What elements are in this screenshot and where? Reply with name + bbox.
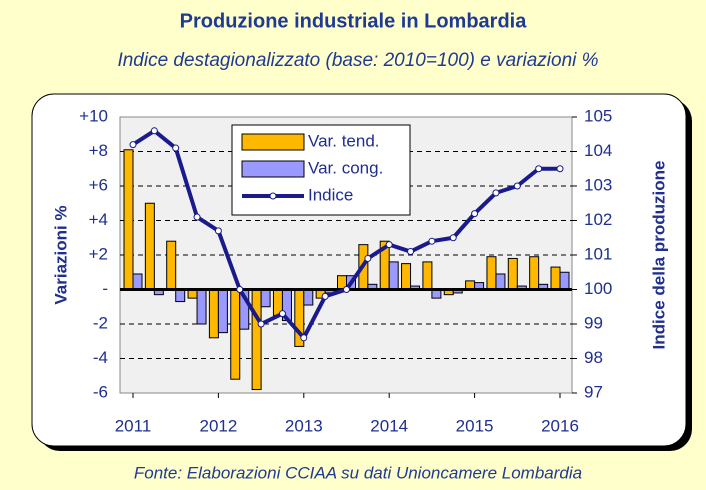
y-tick-label: -6 [93, 382, 108, 401]
legend-swatch [241, 133, 305, 151]
bar [507, 257, 518, 291]
index-marker [449, 234, 457, 242]
y2-tick-label: 103 [584, 175, 612, 194]
index-marker [471, 210, 479, 218]
source: Fonte: Elaborazioni CCIAA su dati Unionc… [134, 463, 582, 482]
y2-tick-label: 104 [584, 141, 612, 160]
y-axis-label: Variazioni % [51, 205, 70, 304]
index-marker [364, 254, 372, 262]
x-tick-label: 2012 [199, 416, 237, 435]
bar [132, 273, 143, 291]
index-marker [193, 213, 201, 221]
index-marker [385, 241, 393, 249]
bar [529, 256, 540, 291]
y-tick-label: +10 [79, 106, 108, 125]
y2-axis-label: Indice della produzione [649, 161, 668, 350]
x-tick-label: 2013 [285, 416, 323, 435]
index-marker [321, 292, 329, 300]
y-tick-label: - [102, 279, 108, 298]
bar [303, 289, 314, 306]
index-marker [257, 320, 265, 328]
legend-label: Var. cong. [308, 158, 383, 177]
index-marker [407, 248, 415, 256]
chart-title: Produzione industriale in Lombardia [180, 10, 528, 32]
y-tick-label: +4 [89, 210, 108, 229]
bar [208, 289, 219, 339]
index-marker [513, 182, 521, 190]
index-marker [278, 310, 286, 318]
index-marker [428, 237, 436, 245]
y-tick-label: -2 [93, 313, 108, 332]
bar [550, 266, 561, 291]
y-tick-label: -4 [93, 348, 108, 367]
y-tick-label: +2 [89, 244, 108, 263]
x-tick-label: 2011 [115, 416, 152, 435]
y-tick-label: +6 [89, 175, 108, 194]
legend-swatch [241, 160, 305, 178]
index-marker [556, 165, 564, 173]
legend-label: Indice [308, 185, 353, 204]
x-tick-label: 2015 [456, 416, 494, 435]
y2-tick-label: 100 [584, 279, 612, 298]
y2-tick-label: 99 [584, 313, 603, 332]
index-marker [129, 141, 137, 149]
index-marker [300, 334, 308, 342]
bar [230, 289, 241, 380]
y-tick-label: +8 [89, 141, 108, 160]
index-marker [236, 286, 244, 293]
bar [166, 240, 177, 290]
y2-tick-label: 101 [584, 244, 612, 263]
bar [123, 149, 134, 290]
bar [251, 289, 262, 391]
y2-tick-label: 97 [584, 382, 603, 401]
bar [196, 289, 207, 325]
bar [175, 289, 186, 303]
index-marker [535, 165, 543, 173]
index-marker [150, 127, 158, 135]
bar [486, 256, 497, 291]
index-marker [172, 144, 180, 152]
bar [260, 289, 271, 308]
bar [422, 261, 433, 290]
bar [495, 273, 506, 291]
index-marker [214, 227, 222, 235]
bar [388, 261, 399, 290]
bar [401, 263, 412, 290]
y2-tick-label: 98 [584, 348, 603, 367]
legend-marker [269, 192, 277, 200]
x-tick-label: 2014 [370, 416, 408, 435]
index-marker [492, 189, 500, 197]
chart-subtitle: Indice destagionalizzato (base: 2010=100… [117, 50, 598, 71]
bar [144, 202, 155, 290]
index-marker [343, 286, 350, 293]
x-tick-label: 2016 [541, 416, 579, 435]
bar [559, 271, 570, 290]
y2-tick-label: 102 [584, 210, 612, 229]
legend-label: Var. tend. [308, 131, 380, 150]
bar [217, 289, 228, 334]
y2-tick-label: 105 [584, 106, 612, 125]
